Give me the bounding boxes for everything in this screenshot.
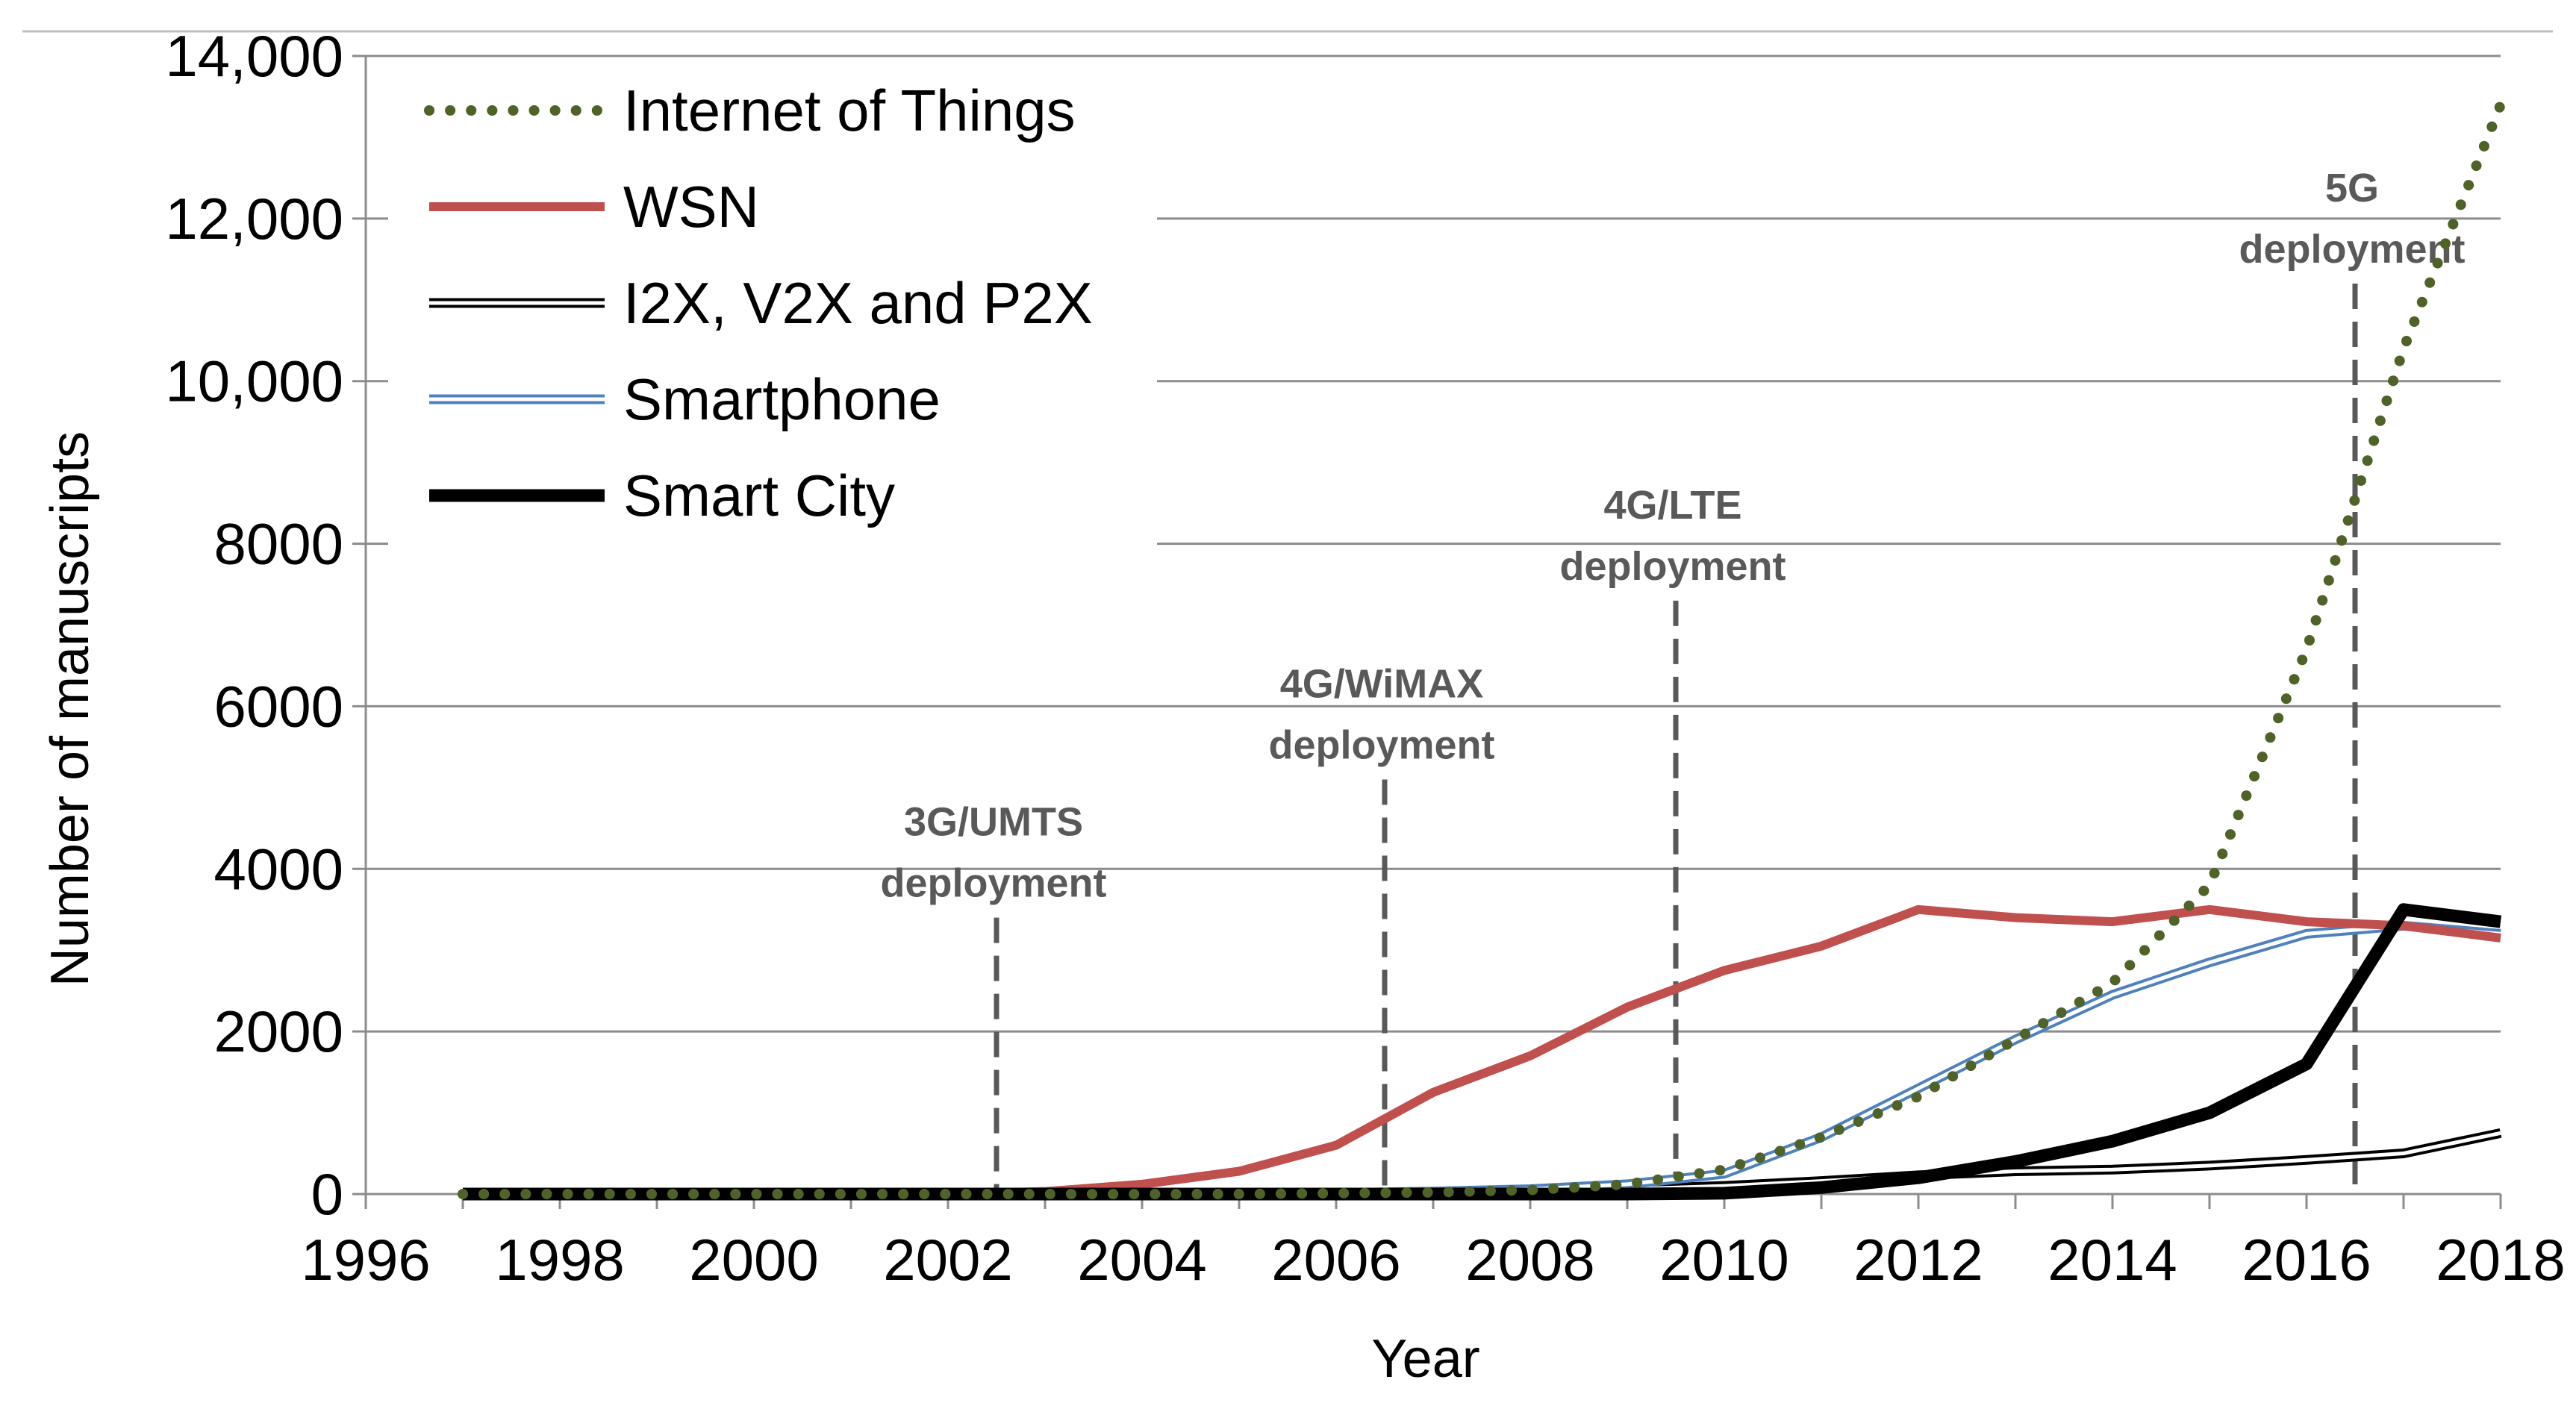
x-tick-label: 2012 xyxy=(1853,1227,1983,1293)
deployment-label-subtitle: deployment xyxy=(2239,227,2465,272)
x-tick-label: 2004 xyxy=(1077,1227,1207,1293)
deployment-label-subtitle: deployment xyxy=(1268,722,1494,767)
annotations: 3G/UMTS deployment 4G/WiMAX deployment 4G/LT… xyxy=(880,166,2466,1194)
y-tick-label: 8000 xyxy=(213,511,343,577)
deployment-label-subtitle: deployment xyxy=(1559,544,1786,589)
y-tick-label: 2000 xyxy=(213,999,343,1064)
x-tick-label: 2016 xyxy=(2242,1227,2371,1293)
y-tick-label: 14,000 xyxy=(165,23,343,89)
deployment-label-subtitle: deployment xyxy=(880,861,1106,906)
y-axis-label: Number of manuscripts xyxy=(40,431,100,987)
x-axis-label: Year xyxy=(1371,1329,1479,1389)
legend: Internet of Things WSN I2X, V2X and P2X Sma… xyxy=(424,78,1093,528)
legend-label-internet-of-things: Internet of Things xyxy=(623,78,1076,143)
gridlines xyxy=(366,54,2501,1033)
deployment-label-title: 4G/LTE xyxy=(1603,483,1741,528)
x-tick-label: 2002 xyxy=(883,1227,1013,1293)
series-layer xyxy=(458,99,2506,1201)
x-tick-label: 2018 xyxy=(2436,1227,2566,1293)
deployment-label-title: 3G/UMTS xyxy=(904,800,1083,845)
y-tick-label: 10,000 xyxy=(165,349,343,414)
y-tick-label: 12,000 xyxy=(165,186,343,251)
deployment-label-title: 4G/WiMAX xyxy=(1280,661,1484,706)
x-tick-label: 2010 xyxy=(1659,1227,1789,1293)
x-tick-label: 2006 xyxy=(1271,1227,1401,1293)
x-tick-label: 1996 xyxy=(301,1227,431,1293)
axes: 0 2000 4000 6000 8000 10,000 12,000 14,000 1996 1… xyxy=(165,23,2565,1293)
legend-label-smart-city: Smart City xyxy=(623,463,895,528)
x-tick-label: 2014 xyxy=(2048,1227,2177,1293)
x-tick-label: 2000 xyxy=(689,1227,819,1293)
legend-label-i2x-v2x-and-p2x: I2X, V2X and P2X xyxy=(623,270,1093,336)
x-tick-label: 1998 xyxy=(495,1227,625,1293)
x-tick-label: 2008 xyxy=(1465,1227,1595,1293)
y-tick-label: 4000 xyxy=(213,836,343,902)
legend-label-wsn: WSN xyxy=(623,174,759,240)
deployment-label-title: 5G xyxy=(2325,166,2379,210)
y-tick-label: 0 xyxy=(311,1161,343,1227)
legend-label-smartphone: Smartphone xyxy=(623,366,941,432)
y-tick-label: 6000 xyxy=(213,673,343,739)
series-line-internet-of-things xyxy=(458,99,2506,1199)
